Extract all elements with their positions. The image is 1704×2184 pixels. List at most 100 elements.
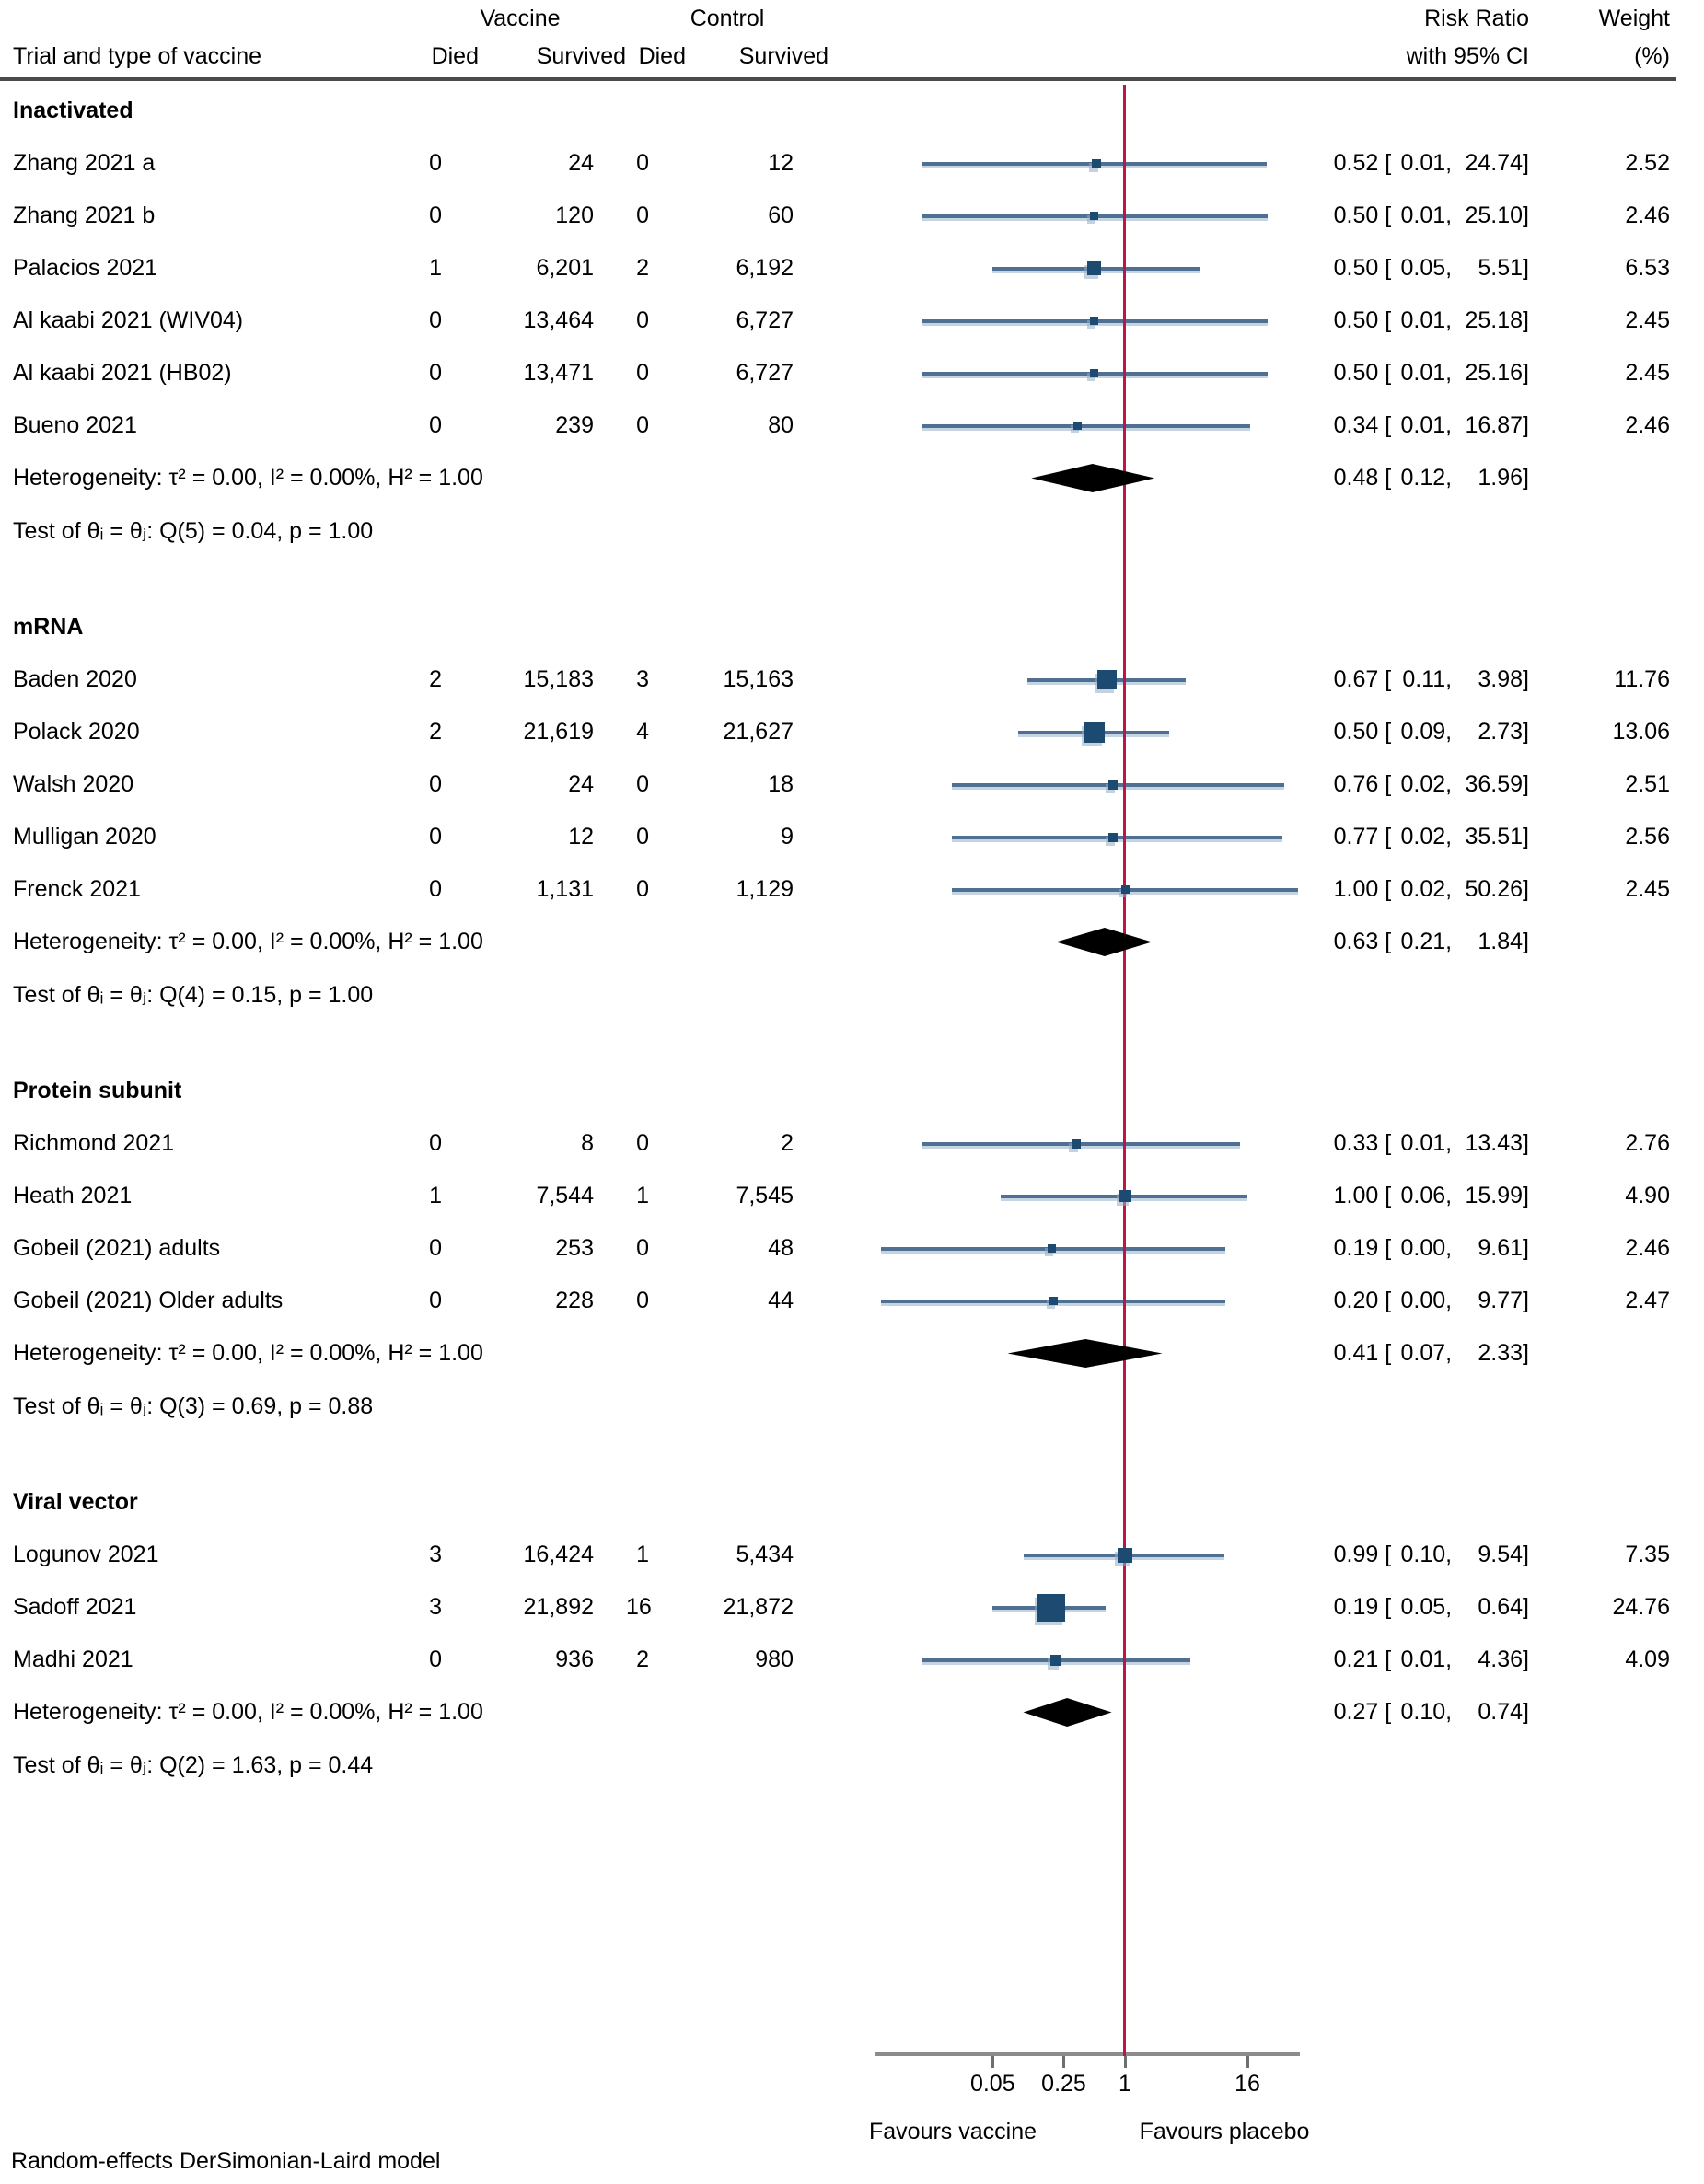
rr-ci-upper: 9.77 [1478, 1288, 1524, 1313]
overall-diamond [1007, 1339, 1163, 1368]
axis-tick-label: 0.25 [1041, 2071, 1086, 2097]
study-row: Mulligan 2020 0 12 0 9 0.77 [ 0.02, 35.51] 2.5… [0, 811, 1704, 863]
study-row: Bueno 2021 0 239 0 80 0.34 [ 0.01, 16.87] 2.46 [0, 399, 1704, 452]
point-estimate-marker [1049, 1297, 1059, 1305]
heterogeneity-text: Heterogeneity: τ² = 0.00, I² = 0.00%, H²… [13, 465, 483, 491]
ci-whisker [952, 782, 1284, 787]
rr-text: 0.20 [ 0.00, 9.77] [1293, 1288, 1570, 1314]
test-text: Test of θᵢ = θⱼ: Q(3) = 0.69, p = 0.88 [13, 1392, 374, 1419]
rr-ci-upper: 1.96 [1478, 465, 1524, 491]
control-survived-value: 6,192 [736, 255, 794, 281]
reference-line [1123, 85, 1126, 2056]
control-survived-value: 15,163 [723, 666, 794, 692]
study-label: Sadoff 2021 [13, 1594, 137, 1620]
rr-estimate: 0.63 [1333, 929, 1379, 954]
vaccine-survived-value: 13,464 [523, 307, 594, 333]
ci-plot-cell [829, 1275, 1293, 1327]
control-survived-value: 44 [768, 1288, 794, 1313]
vaccine-died-value: 0 [429, 771, 442, 797]
study-row: Walsh 2020 0 24 0 18 0.76 [ 0.02, 36.59] 2.51 [0, 758, 1704, 811]
ci-plot-cell [829, 1634, 1293, 1686]
study-label: Walsh 2020 [13, 771, 134, 797]
header-risk-ratio: Risk Ratio [1424, 6, 1529, 31]
rr-ci-lower: 0.07 [1400, 1340, 1446, 1366]
vaccine-died-value: 2 [429, 719, 442, 745]
point-estimate-marker [1090, 317, 1099, 325]
control-survived-value: 48 [768, 1235, 794, 1261]
rr-ci-upper: 4.36 [1478, 1647, 1524, 1672]
rr-estimate: 0.21 [1333, 1647, 1379, 1672]
axis-tick-mark [1062, 2056, 1065, 2068]
vaccine-died-value: 1 [429, 255, 442, 281]
control-died-value: 16 [626, 1594, 652, 1620]
heterogeneity-text: Heterogeneity: τ² = 0.00, I² = 0.00%, H²… [13, 929, 483, 954]
control-died-value: 4 [636, 719, 649, 745]
rr-ci-lower: 0.01 [1400, 1130, 1446, 1156]
study-label: Baden 2020 [13, 666, 137, 692]
rr-ci-upper: 3.98 [1478, 666, 1524, 692]
vaccine-died-value: 0 [429, 360, 442, 386]
point-estimate-marker [1117, 1547, 1132, 1563]
ci-plot-cell [829, 1529, 1293, 1581]
study-row: Madhi 2021 0 936 2 980 0.21 [ 0.01, 4.36] 4.09 [0, 1634, 1704, 1686]
control-died-value: 0 [636, 876, 649, 902]
control-survived-value: 7,545 [736, 1183, 794, 1208]
control-died-value: 3 [636, 666, 649, 692]
overall-rr-text: 0.41 [ 0.07, 2.33] [1293, 1340, 1570, 1367]
group-name: Inactivated [13, 98, 133, 123]
ci-plot-cell [829, 295, 1293, 347]
vaccine-survived-value: 12 [568, 824, 594, 849]
weight-value: 11.76 [1614, 666, 1670, 692]
point-estimate-marker [1050, 1654, 1062, 1666]
point-estimate-marker [1091, 158, 1101, 168]
favours-left-label: Favours vaccine [868, 2119, 1037, 2144]
study-label: Al kaabi 2021 (WIV04) [13, 307, 244, 333]
rr-ci-lower: 0.10 [1400, 1542, 1446, 1567]
ci-plot-cell [829, 1222, 1293, 1275]
rr-text: 0.50 [ 0.09, 2.73] [1293, 719, 1570, 745]
vaccine-survived-value: 13,471 [523, 360, 594, 386]
point-estimate-marker [1090, 212, 1099, 220]
rr-ci-upper: 50.26 [1465, 876, 1524, 902]
study-label: Al kaabi 2021 (HB02) [13, 360, 232, 386]
overall-rr-text: 0.48 [ 0.12, 1.96] [1293, 465, 1570, 491]
rr-ci-lower: 0.02 [1400, 771, 1446, 797]
study-row: Logunov 2021 3 16,424 1 5,434 0.99 [ 0.10, 9.… [0, 1529, 1704, 1581]
control-survived-value: 980 [755, 1647, 794, 1672]
rr-text: 0.19 [ 0.00, 9.61] [1293, 1235, 1570, 1262]
control-survived-value: 9 [781, 824, 794, 849]
weight-value: 2.47 [1625, 1288, 1670, 1313]
study-label: Palacios 2021 [13, 255, 158, 281]
rr-ci-upper: 13.43 [1465, 1130, 1524, 1156]
ci-plot-cell [829, 706, 1293, 758]
overall-diamond [1056, 928, 1153, 956]
weight-value: 6.53 [1625, 255, 1670, 281]
overall-rr-text: 0.63 [ 0.21, 1.84] [1293, 929, 1570, 955]
vaccine-survived-value: 8 [581, 1130, 594, 1156]
rr-text: 0.52 [ 0.01, 24.74] [1293, 150, 1570, 177]
study-label: Heath 2021 [13, 1183, 133, 1208]
rr-estimate: 0.50 [1333, 360, 1379, 386]
point-estimate-marker [1108, 832, 1119, 842]
study-label: Gobeil (2021) Older adults [13, 1288, 284, 1313]
rr-ci-upper: 25.18 [1465, 307, 1524, 333]
ci-plot-cell [829, 190, 1293, 242]
study-row: Gobeil (2021) Older adults 0 228 0 44 0.20 [ … [0, 1275, 1704, 1327]
rr-text: 1.00 [ 0.06, 15.99] [1293, 1183, 1570, 1209]
rr-ci-lower: 0.21 [1400, 929, 1446, 954]
rr-ci-lower: 0.12 [1400, 465, 1446, 491]
x-axis-line [875, 2052, 1300, 2056]
test-text: Test of θᵢ = θⱼ: Q(5) = 0.04, p = 1.00 [13, 517, 374, 544]
control-survived-value: 21,627 [723, 719, 794, 745]
vaccine-died-value: 2 [429, 666, 442, 692]
rr-ci-lower: 0.01 [1400, 1647, 1446, 1672]
study-row: Al kaabi 2021 (HB02) 0 13,471 0 6,727 0.50 [ … [0, 347, 1704, 399]
overall-diamond [1031, 464, 1155, 492]
heterogeneity-row: Heterogeneity: τ² = 0.00, I² = 0.00%, H²… [0, 1686, 1704, 1739]
rr-ci-upper: 35.51 [1465, 824, 1524, 849]
rr-estimate: 0.33 [1333, 1130, 1379, 1156]
rr-estimate: 0.50 [1333, 307, 1379, 333]
point-estimate-marker [1072, 422, 1082, 430]
group-name: Viral vector [13, 1489, 138, 1515]
vaccine-died-value: 0 [429, 1235, 442, 1261]
